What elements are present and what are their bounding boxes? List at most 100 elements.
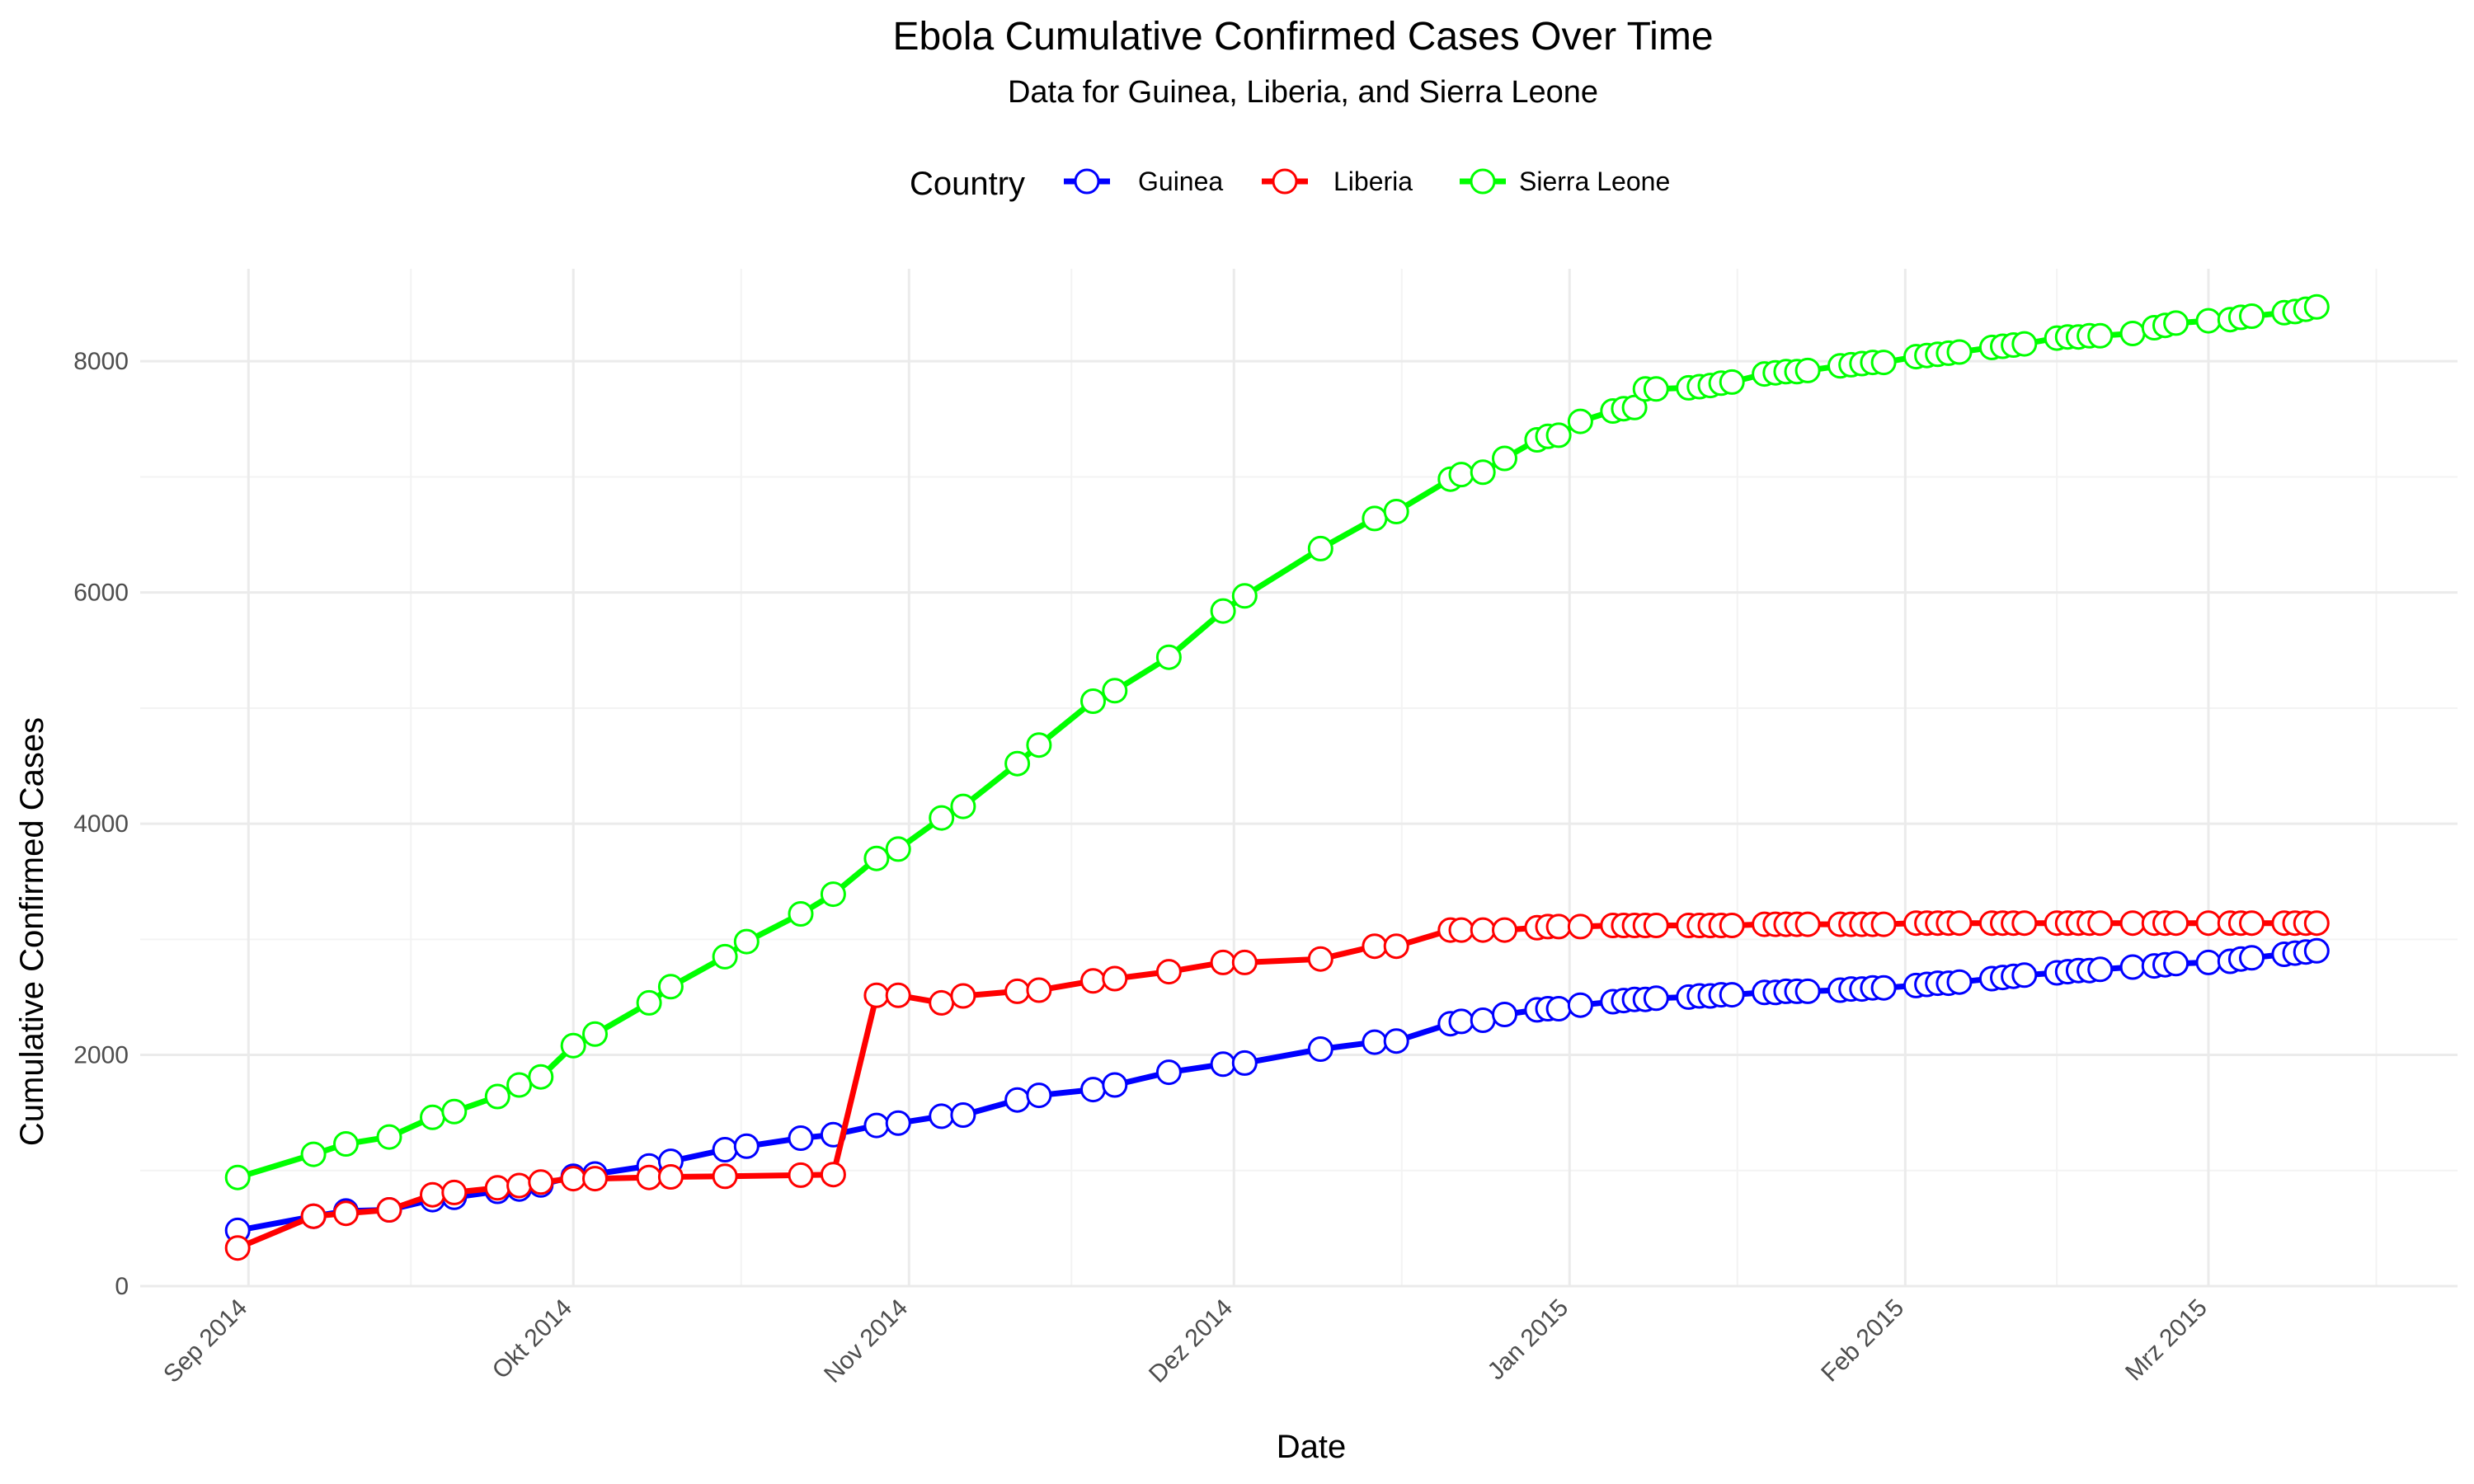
data-point-sierra-leone xyxy=(1383,499,1409,524)
data-point-guinea xyxy=(1307,1036,1333,1062)
data-point-sierra-leone xyxy=(2239,303,2265,329)
data-point-sierra-leone xyxy=(224,1164,251,1190)
data-point-guinea xyxy=(1155,1059,1182,1086)
data-point-sierra-leone xyxy=(657,974,684,1000)
data-point-sierra-leone xyxy=(2195,308,2222,334)
data-point-guinea xyxy=(1080,1077,1106,1103)
data-point-sierra-leone xyxy=(1231,583,1258,609)
data-point-liberia xyxy=(2087,910,2114,937)
data-point-guinea xyxy=(2303,937,2330,964)
data-point-guinea xyxy=(1643,985,1669,1012)
data-point-sierra-leone xyxy=(2011,331,2038,357)
data-point-liberia xyxy=(1231,949,1258,975)
data-point-liberia xyxy=(1643,913,1669,938)
data-point-liberia xyxy=(929,989,955,1016)
data-point-liberia xyxy=(1946,910,1973,937)
data-point-liberia xyxy=(1155,959,1182,985)
data-point-sierra-leone xyxy=(582,1021,608,1047)
grid xyxy=(140,269,2458,1288)
data-point-guinea xyxy=(1026,1082,1052,1109)
data-point-sierra-leone xyxy=(1567,408,1593,434)
data-point-sierra-leone xyxy=(420,1104,445,1130)
legend-label: Liberia xyxy=(1333,167,1413,196)
data-point-sierra-leone xyxy=(733,928,760,955)
data-point-liberia xyxy=(1004,978,1031,1004)
data-point-sierra-leone xyxy=(820,881,846,908)
data-point-sierra-leone xyxy=(2087,322,2114,349)
legend-key-marker xyxy=(1074,168,1100,195)
data-point-sierra-leone xyxy=(885,836,911,862)
data-point-sierra-leone xyxy=(1719,369,1745,395)
data-point-liberia xyxy=(1719,913,1745,938)
data-point-liberia xyxy=(484,1175,510,1201)
data-point-guinea xyxy=(1448,1008,1475,1035)
legend-label: Sierra Leone xyxy=(1519,167,1670,196)
data-point-liberia xyxy=(1794,911,1821,937)
data-point-liberia xyxy=(2163,910,2189,937)
data-point-liberia xyxy=(2303,910,2330,937)
data-point-liberia xyxy=(582,1166,608,1192)
data-point-liberia xyxy=(712,1163,738,1190)
y-tick-label: 8000 xyxy=(73,348,129,375)
data-point-liberia xyxy=(560,1166,586,1192)
data-point-sierra-leone xyxy=(1621,394,1648,420)
series-sierra-leone xyxy=(224,294,2330,1190)
data-point-guinea xyxy=(1567,992,1593,1018)
data-point-guinea xyxy=(1004,1087,1031,1113)
data-point-sierra-leone xyxy=(1545,422,1572,448)
data-point-liberia xyxy=(1492,917,1517,943)
data-point-sierra-leone xyxy=(712,943,738,970)
data-point-liberia xyxy=(636,1164,662,1190)
series-line-sierra-leone xyxy=(234,303,2320,1181)
data-point-sierra-leone xyxy=(863,845,890,871)
data-point-sierra-leone xyxy=(560,1032,586,1059)
data-point-liberia xyxy=(788,1162,814,1188)
legend-item-liberia: Liberia xyxy=(1262,167,1413,196)
data-point-guinea xyxy=(2011,962,2038,989)
data-point-sierra-leone xyxy=(484,1083,510,1110)
legend-key-marker xyxy=(1272,168,1298,195)
data-point-sierra-leone xyxy=(1470,459,1496,486)
data-point-liberia xyxy=(2119,910,2146,937)
x-tick-label: Sep 2014 xyxy=(158,1294,252,1388)
data-point-guinea xyxy=(2087,956,2114,983)
data-point-liberia xyxy=(1026,977,1052,1003)
data-point-guinea xyxy=(2163,951,2189,977)
data-point-guinea xyxy=(1102,1072,1128,1098)
data-point-guinea xyxy=(788,1125,814,1151)
data-point-sierra-leone xyxy=(2163,310,2189,336)
data-point-guinea xyxy=(2239,945,2265,971)
data-point-guinea xyxy=(1231,1050,1258,1076)
data-point-sierra-leone xyxy=(1155,644,1182,670)
data-point-liberia xyxy=(1870,911,1897,937)
y-tick-label: 0 xyxy=(115,1273,129,1300)
data-point-liberia xyxy=(1307,946,1333,972)
legend-item-sierra-leone: Sierra Leone xyxy=(1460,167,1670,196)
data-point-sierra-leone xyxy=(333,1131,359,1157)
data-point-liberia xyxy=(1362,933,1388,960)
data-point-sierra-leone xyxy=(1307,535,1333,561)
data-point-guinea xyxy=(1719,982,1745,1008)
data-point-liberia xyxy=(420,1181,445,1208)
data-point-liberia xyxy=(1210,949,1236,975)
data-point-sierra-leone xyxy=(950,793,976,819)
x-tick-label: Dez 2014 xyxy=(1144,1294,1238,1388)
x-tick-label: Okt 2014 xyxy=(487,1294,577,1384)
data-point-guinea xyxy=(1870,974,1897,1001)
data-point-sierra-leone xyxy=(1643,376,1669,402)
data-point-sierra-leone xyxy=(1080,688,1106,714)
y-axis-ticks: 0 2000 4000 6000 8000 xyxy=(73,348,129,1300)
data-point-sierra-leone xyxy=(1026,732,1052,758)
legend: Country Guinea Liberia Sierra Leone xyxy=(910,166,1670,202)
data-point-guinea xyxy=(1383,1028,1409,1054)
series-layer xyxy=(224,294,2330,1261)
y-axis-title: Cumulative Confirmed Cases xyxy=(14,717,50,1146)
data-point-guinea xyxy=(885,1110,911,1136)
data-point-liberia xyxy=(2195,910,2222,937)
x-tick-label: Jan 2015 xyxy=(1483,1294,1574,1386)
data-point-liberia xyxy=(1102,965,1128,992)
data-point-guinea xyxy=(1545,996,1572,1021)
chart-title: Ebola Cumulative Confirmed Cases Over Ti… xyxy=(892,15,1713,59)
